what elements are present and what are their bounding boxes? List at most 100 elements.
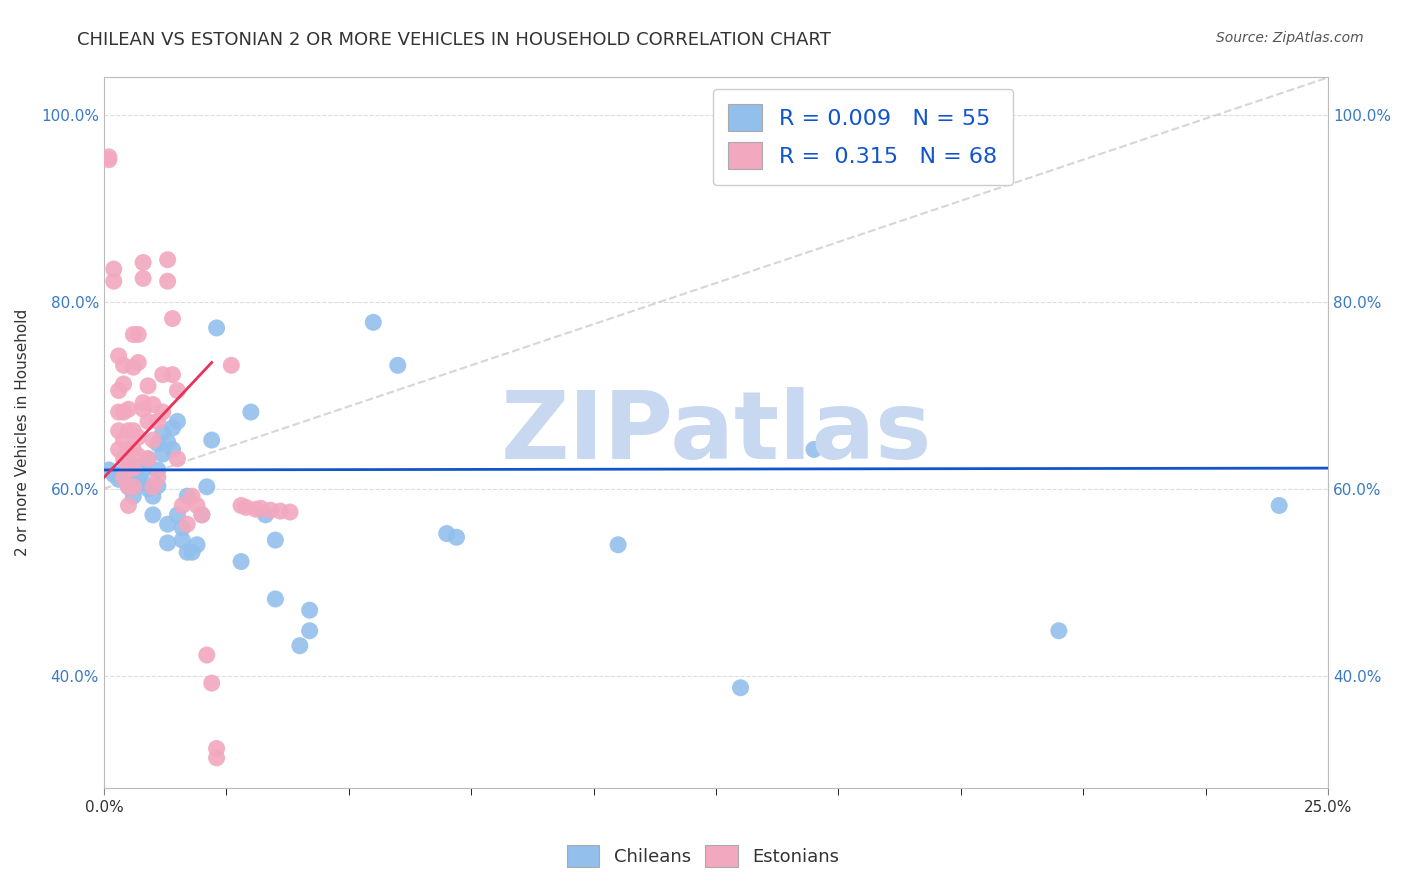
Point bbox=[122, 465, 145, 479]
Point bbox=[162, 368, 184, 382]
Point bbox=[136, 482, 159, 496]
Point bbox=[278, 505, 301, 519]
Point bbox=[127, 459, 149, 474]
Point bbox=[136, 379, 159, 393]
Point bbox=[166, 384, 188, 398]
Point bbox=[117, 480, 139, 494]
Point bbox=[127, 449, 149, 463]
Point bbox=[136, 451, 159, 466]
Point bbox=[162, 442, 184, 457]
Point bbox=[112, 405, 135, 419]
Point bbox=[264, 533, 287, 547]
Point bbox=[117, 480, 139, 494]
Point bbox=[235, 500, 257, 515]
Point bbox=[146, 470, 169, 484]
Point bbox=[191, 508, 214, 522]
Point bbox=[288, 639, 311, 653]
Point bbox=[181, 545, 204, 559]
Point bbox=[156, 434, 179, 449]
Point bbox=[259, 503, 281, 517]
Point bbox=[107, 349, 129, 363]
Point bbox=[132, 395, 155, 409]
Point bbox=[156, 252, 179, 267]
Point bbox=[152, 405, 174, 419]
Point bbox=[186, 499, 208, 513]
Text: Source: ZipAtlas.com: Source: ZipAtlas.com bbox=[1216, 31, 1364, 45]
Point bbox=[181, 489, 204, 503]
Point bbox=[176, 517, 198, 532]
Point bbox=[117, 442, 139, 457]
Point bbox=[205, 741, 228, 756]
Point bbox=[201, 433, 224, 447]
Point bbox=[152, 368, 174, 382]
Point bbox=[107, 472, 129, 486]
Point bbox=[254, 508, 277, 522]
Point bbox=[205, 751, 228, 765]
Y-axis label: 2 or more Vehicles in Household: 2 or more Vehicles in Household bbox=[15, 309, 30, 557]
Point bbox=[1047, 624, 1070, 638]
Point bbox=[117, 499, 139, 513]
Point bbox=[97, 153, 120, 167]
Point bbox=[361, 315, 384, 329]
Point bbox=[112, 359, 135, 373]
Point bbox=[269, 504, 291, 518]
Point bbox=[176, 489, 198, 503]
Point bbox=[122, 480, 145, 494]
Point bbox=[152, 447, 174, 461]
Point bbox=[166, 508, 188, 522]
Point bbox=[132, 463, 155, 477]
Point bbox=[127, 327, 149, 342]
Point bbox=[229, 499, 252, 513]
Point bbox=[132, 271, 155, 285]
Point bbox=[132, 476, 155, 491]
Point bbox=[156, 517, 179, 532]
Point bbox=[436, 526, 458, 541]
Point bbox=[172, 521, 194, 535]
Point bbox=[387, 359, 409, 373]
Point bbox=[112, 465, 135, 479]
Point bbox=[122, 442, 145, 457]
Point bbox=[112, 433, 135, 447]
Point bbox=[122, 424, 145, 438]
Point bbox=[97, 150, 120, 164]
Point bbox=[136, 451, 159, 466]
Point bbox=[146, 414, 169, 428]
Point bbox=[127, 355, 149, 369]
Point bbox=[446, 530, 468, 544]
Point bbox=[264, 591, 287, 606]
Point bbox=[172, 499, 194, 513]
Point bbox=[122, 461, 145, 475]
Point bbox=[127, 472, 149, 486]
Legend: R = 0.009   N = 55, R =  0.315   N = 68: R = 0.009 N = 55, R = 0.315 N = 68 bbox=[713, 88, 1014, 185]
Point bbox=[146, 437, 169, 451]
Point bbox=[195, 648, 218, 662]
Point bbox=[132, 402, 155, 417]
Point bbox=[195, 480, 218, 494]
Point bbox=[127, 430, 149, 444]
Point bbox=[201, 676, 224, 690]
Point bbox=[146, 479, 169, 493]
Point bbox=[103, 274, 125, 288]
Point bbox=[122, 360, 145, 375]
Point bbox=[730, 681, 752, 695]
Point bbox=[298, 624, 321, 638]
Text: ZIPatlas: ZIPatlas bbox=[501, 386, 932, 479]
Point bbox=[156, 274, 179, 288]
Point bbox=[1268, 499, 1291, 513]
Point bbox=[249, 501, 271, 516]
Point bbox=[142, 489, 165, 503]
Point bbox=[107, 442, 129, 457]
Point bbox=[205, 321, 228, 335]
Point bbox=[103, 262, 125, 277]
Point bbox=[176, 545, 198, 559]
Legend: Chileans, Estonians: Chileans, Estonians bbox=[560, 838, 846, 874]
Point bbox=[112, 451, 135, 466]
Point bbox=[107, 384, 129, 398]
Point bbox=[607, 538, 630, 552]
Point bbox=[103, 467, 125, 482]
Point bbox=[239, 405, 262, 419]
Point bbox=[142, 398, 165, 412]
Point bbox=[229, 555, 252, 569]
Point bbox=[136, 414, 159, 428]
Point bbox=[166, 451, 188, 466]
